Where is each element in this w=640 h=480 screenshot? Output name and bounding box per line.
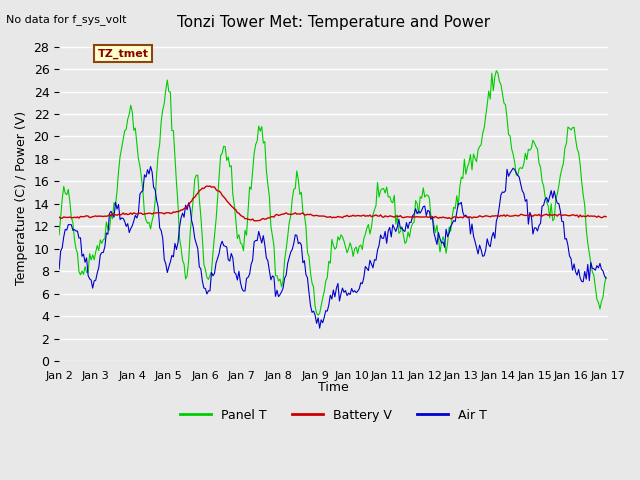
Panel T [314, 312, 322, 318]
Panel T [294, 177, 302, 183]
Air T [147, 164, 154, 169]
Air T [316, 325, 323, 331]
Battery V [220, 194, 227, 200]
Panel T [493, 68, 500, 73]
Legend: Panel T, Battery V, Air T: Panel T, Battery V, Air T [175, 404, 492, 427]
Line: Battery V: Battery V [59, 186, 606, 221]
Air T [122, 224, 130, 229]
Battery V [575, 214, 582, 220]
Panel T [246, 184, 253, 190]
Battery V [247, 217, 255, 223]
Panel T [602, 274, 610, 280]
Air T [296, 240, 304, 245]
Air T [55, 266, 63, 272]
Battery V [206, 183, 214, 189]
Battery V [55, 214, 63, 220]
Panel T [122, 127, 130, 132]
Title: Tonzi Tower Met: Temperature and Power: Tonzi Tower Met: Temperature and Power [177, 15, 490, 30]
Battery V [250, 218, 258, 224]
Panel T [218, 151, 226, 156]
Battery V [122, 211, 130, 216]
Panel T [55, 232, 63, 238]
Panel T [575, 150, 582, 156]
Air T [602, 276, 610, 281]
Text: TZ_tmet: TZ_tmet [97, 48, 148, 59]
Panel T [237, 240, 244, 246]
Air T [247, 262, 255, 267]
Battery V [298, 211, 305, 216]
Text: No data for f_sys_volt: No data for f_sys_volt [6, 14, 127, 25]
X-axis label: Time: Time [318, 381, 349, 394]
Battery V [238, 213, 246, 219]
Line: Air T: Air T [59, 167, 606, 328]
Air T [575, 266, 582, 272]
Air T [238, 286, 246, 291]
Air T [220, 243, 227, 249]
Battery V [602, 214, 610, 220]
Line: Panel T: Panel T [59, 71, 606, 315]
Y-axis label: Temperature (C) / Power (V): Temperature (C) / Power (V) [15, 111, 28, 285]
